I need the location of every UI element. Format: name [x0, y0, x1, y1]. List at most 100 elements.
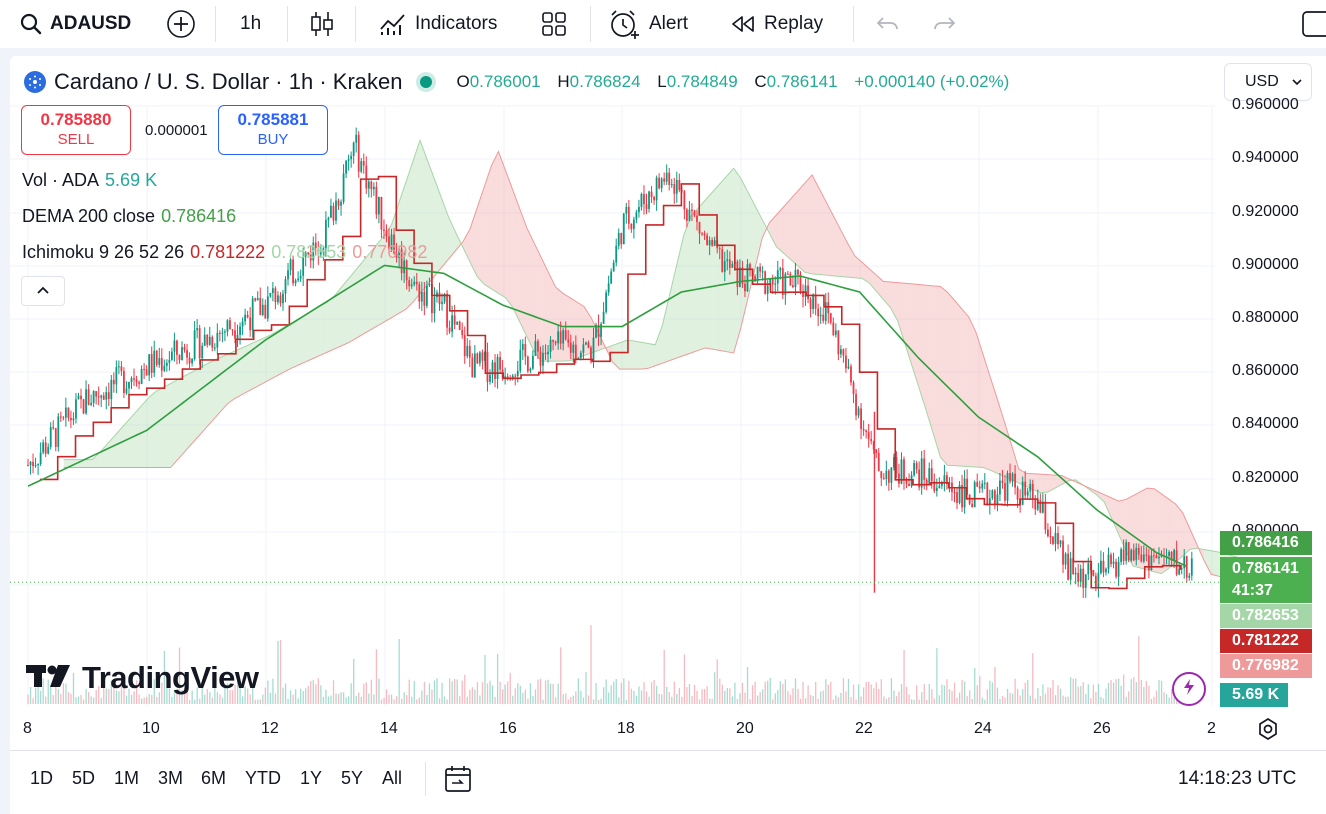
- volume-bar: [938, 695, 941, 704]
- symbol-search[interactable]: ADAUSD: [20, 0, 131, 48]
- volume-bar: [284, 683, 287, 704]
- price-axis-label: 0.860000: [1232, 362, 1299, 379]
- candle-body: [1122, 549, 1125, 561]
- range-button-6m[interactable]: 6M: [201, 768, 227, 788]
- volume-bar: [916, 685, 918, 704]
- candle-body: [1016, 487, 1019, 500]
- volume-bar: [403, 692, 405, 704]
- range-button-ytd[interactable]: YTD: [245, 768, 281, 788]
- volume-bar: [360, 696, 362, 704]
- candle-body: [600, 323, 602, 337]
- candle-body: [559, 331, 562, 344]
- buy-button[interactable]: 0.785881 BUY: [218, 105, 328, 155]
- indicator-ichimoku[interactable]: Ichimoku 9 26 52 26 0.781222 0.782653 0.776…: [22, 242, 428, 262]
- range-button-1d[interactable]: 1D: [30, 768, 54, 788]
- range-button-5d[interactable]: 5D: [72, 768, 96, 788]
- redo-button[interactable]: [932, 0, 956, 48]
- templates-button[interactable]: [541, 0, 567, 48]
- lightning-icon: [1181, 678, 1197, 701]
- candle-body: [287, 270, 289, 280]
- candle-body: [27, 464, 29, 466]
- add-symbol-icon: [165, 8, 197, 40]
- candle-body: [130, 378, 133, 382]
- ichimoku-cloud-segment: [184, 372, 192, 452]
- range-button-1y[interactable]: 1Y: [300, 768, 323, 788]
- ichimoku-cloud-segment: [305, 310, 314, 362]
- price-chart[interactable]: [10, 56, 1326, 750]
- chart-title[interactable]: Cardano / U. S. Dollar · 1h · Kraken: [54, 69, 403, 94]
- candle-body: [756, 266, 759, 282]
- candle-body: [693, 211, 696, 216]
- currency-select[interactable]: USD: [1224, 63, 1312, 101]
- range-button-1m[interactable]: 1M: [114, 768, 140, 788]
- indicator-dema[interactable]: DEMA 200 close 0.786416: [22, 206, 237, 226]
- chart-panel[interactable]: [10, 56, 1326, 813]
- volume-bar: [731, 696, 734, 704]
- price-axis-label: 0.940000: [1232, 149, 1299, 166]
- ichimoku-cloud-segment: [163, 383, 171, 468]
- candle-body: [701, 233, 703, 235]
- range-button-all[interactable]: All: [382, 768, 403, 788]
- utc-clock[interactable]: 14:18:23 UTC: [1178, 768, 1297, 789]
- chart-type-button[interactable]: [310, 0, 334, 48]
- sell-button[interactable]: 0.785880 SELL: [21, 105, 131, 155]
- candle-body: [872, 441, 875, 450]
- candle-body: [264, 304, 267, 319]
- settings-button[interactable]: [1256, 717, 1280, 746]
- volume-bar: [502, 689, 504, 704]
- candle-body: [678, 179, 681, 191]
- interval-button[interactable]: 1h: [240, 0, 261, 48]
- volume-bar: [499, 681, 501, 704]
- range-button-5y[interactable]: 5Y: [341, 768, 364, 788]
- volume-bar: [1170, 688, 1173, 704]
- ichimoku-cloud-segment: [320, 302, 328, 356]
- compare-button[interactable]: [165, 0, 197, 48]
- volume-bar: [797, 688, 799, 704]
- candle-body: [193, 330, 196, 359]
- volume-bar: [963, 681, 966, 704]
- volume-bar: [378, 678, 380, 704]
- chevron-up-icon: [36, 282, 50, 300]
- indicators-button[interactable]: Indicators: [379, 0, 497, 48]
- volume-bar: [115, 690, 118, 704]
- ichimoku-cloud-segment: [1204, 549, 1212, 575]
- collapse-legend-button[interactable]: [21, 276, 65, 306]
- undo-button[interactable]: [876, 0, 900, 48]
- volume-bar: [226, 683, 229, 704]
- ichimoku-cloud-segment: [391, 203, 399, 318]
- candle-body: [198, 328, 201, 359]
- indicator-volume[interactable]: Vol · ADA 5.69 K: [22, 170, 158, 190]
- alert-button[interactable]: Alert: [609, 0, 688, 48]
- range-button-3m[interactable]: 3M: [158, 768, 184, 788]
- layout-icon: [1302, 11, 1326, 37]
- volume-bar: [726, 687, 728, 704]
- candle-body: [32, 461, 34, 467]
- price-axis-label: 0.880000: [1232, 309, 1299, 326]
- ichimoku-cloud-segment: [890, 281, 898, 321]
- tradingview-logo[interactable]: TradingView: [26, 660, 259, 696]
- candle-body: [128, 381, 130, 389]
- volume-bar: [77, 696, 80, 704]
- ichimoku-cloud-segment: [819, 188, 827, 276]
- layout-button[interactable]: [1302, 0, 1326, 48]
- replay-button[interactable]: Replay: [730, 0, 823, 48]
- volume-bar: [1009, 692, 1011, 704]
- volume-bar: [900, 684, 903, 704]
- candle-body: [431, 284, 433, 314]
- candle-body: [274, 288, 277, 303]
- go-to-date-button[interactable]: [443, 764, 473, 799]
- spread-value: 0.000001: [145, 122, 208, 139]
- ai-assistant-button[interactable]: [1172, 672, 1206, 706]
- candle-body: [1130, 549, 1133, 561]
- ichimoku-cloud-segment: [790, 190, 798, 266]
- candle-body: [804, 285, 807, 297]
- volume-bar: [138, 694, 140, 704]
- candle-body: [201, 345, 204, 359]
- volume-bar: [234, 684, 236, 704]
- volume-bar: [956, 697, 958, 704]
- volume-bar: [620, 682, 622, 704]
- candle-body: [769, 279, 772, 286]
- volume-bar: [476, 681, 479, 704]
- candle-body: [59, 416, 62, 418]
- candle-body: [779, 268, 782, 271]
